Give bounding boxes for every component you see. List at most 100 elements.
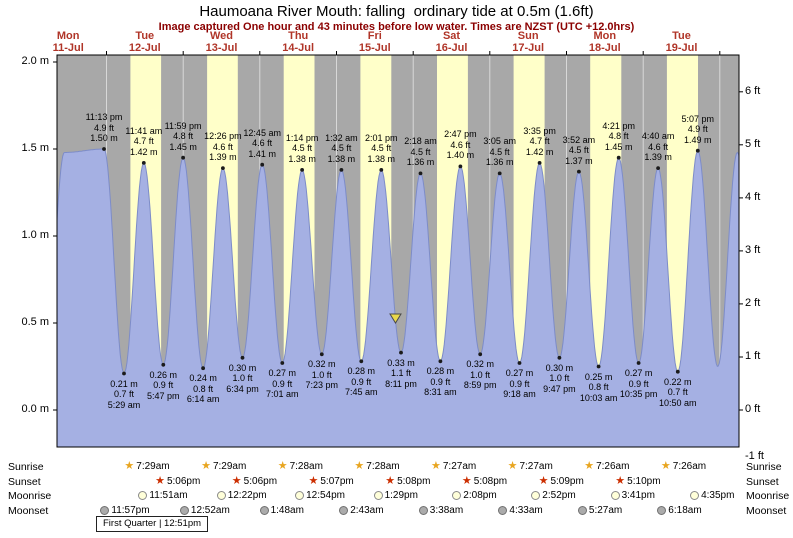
sunrise-star-icon: ★ bbox=[277, 460, 288, 472]
moonset-circle-icon bbox=[418, 506, 428, 515]
moonrise-circle-icon bbox=[373, 491, 383, 500]
tide-extreme-dot bbox=[458, 164, 463, 169]
y-axis-label-ft: -1 ft bbox=[745, 450, 764, 462]
sunset-star-icon: ★ bbox=[231, 475, 242, 487]
tide-label-line-2: 1.40 m bbox=[446, 150, 475, 161]
tide-label-line-1: 0.9 ft bbox=[351, 376, 372, 387]
day-header: Wed 13-Jul bbox=[192, 30, 252, 54]
tide-label-line-0: 5:07 pm bbox=[681, 113, 715, 124]
tide-label-line-2: 1.42 m bbox=[525, 146, 554, 157]
tide-label-line-1: 4.5 ft bbox=[489, 146, 510, 157]
moonrise-event: 1:29pm bbox=[373, 490, 418, 501]
sunrise-event: ★ 7:29am bbox=[201, 461, 247, 473]
tide-label-line-2: 7:45 am bbox=[345, 387, 378, 398]
event-time: 2:08pm bbox=[463, 490, 497, 501]
tide-label-line-2: 6:34 pm bbox=[226, 383, 259, 394]
moonset-event: 11:57pm bbox=[100, 505, 150, 516]
y-axis-label-m: 1.0 m bbox=[21, 229, 49, 241]
tide-label-line-0: 2:18 am bbox=[404, 136, 437, 147]
event-time: 5:10pm bbox=[627, 476, 661, 487]
tide-extreme-dot bbox=[181, 155, 186, 160]
high-tide-label: 11:59 pm 4.8 ft 1.45 m bbox=[151, 121, 215, 153]
moonrise-event: 3:41pm bbox=[610, 490, 655, 501]
moonset-event: 2:43am bbox=[339, 505, 384, 516]
tide-extreme-dot bbox=[102, 147, 106, 151]
day-name: Tue bbox=[135, 30, 155, 42]
sunset-star-icon: ★ bbox=[308, 475, 319, 487]
sunset-event: ★ 5:08pm bbox=[461, 475, 507, 488]
event-time: 5:06pm bbox=[166, 476, 201, 487]
low-tide-label: 0.24 m 0.8 ft 6:14 am bbox=[171, 373, 235, 405]
tide-label-line-1: 0.8 ft bbox=[193, 383, 214, 394]
sunset-star-icon: ★ bbox=[615, 475, 626, 487]
moonrise-circle-icon bbox=[690, 491, 700, 500]
tide-extreme-dot bbox=[636, 361, 641, 365]
day-header: Tue 12-Jul bbox=[115, 30, 175, 54]
tide-extreme-dot bbox=[517, 361, 522, 365]
tide-label-line-0: 0.25 m bbox=[584, 371, 613, 382]
day-header: Fri 15-Jul bbox=[345, 30, 405, 54]
event-time: 11:57pm bbox=[111, 505, 150, 516]
tide-label-line-1: 0.9 ft bbox=[628, 378, 649, 389]
event-time: 2:43am bbox=[350, 505, 384, 516]
day-date: 12-Jul bbox=[128, 42, 161, 54]
tide-extreme-dot bbox=[359, 359, 364, 364]
tide-label-line-2: 1.37 m bbox=[565, 155, 593, 166]
moonset-event: 1:48am bbox=[259, 505, 304, 516]
tide-label-line-2: 1.41 m bbox=[248, 148, 276, 159]
moonset-event: 6:18am bbox=[657, 505, 702, 516]
tide-extreme-dot bbox=[497, 171, 502, 176]
moonrise-event: 11:51am bbox=[138, 490, 188, 501]
tide-label-line-0: 0.27 m bbox=[624, 368, 653, 378]
sunset-star-icon: ★ bbox=[155, 475, 165, 487]
day-name: Mon bbox=[593, 30, 617, 42]
tide-label-line-2: 1.42 m bbox=[130, 146, 158, 157]
sunrise-event: ★ 7:26am bbox=[584, 460, 629, 473]
event-time: 3:38am bbox=[429, 505, 464, 516]
row-label-right-sunrise: Sunrise bbox=[746, 461, 782, 473]
low-tide-label: 0.21 m 0.7 ft 5:29 am bbox=[92, 379, 156, 411]
moonset-event: 5:27am bbox=[577, 505, 622, 516]
day-header: Mon 11-Jul bbox=[38, 30, 98, 54]
sunrise-star-icon: ★ bbox=[507, 460, 518, 472]
moonset-circle-icon bbox=[339, 506, 349, 515]
moonset-circle-icon bbox=[657, 506, 667, 515]
event-time: 5:08pm bbox=[397, 476, 431, 487]
tide-label-line-1: 0.9 ft bbox=[153, 380, 174, 391]
sunrise-star-icon: ★ bbox=[584, 460, 595, 472]
tide-label-line-2: 9:47 pm bbox=[543, 383, 576, 394]
sunset-star-icon: ★ bbox=[385, 475, 396, 487]
event-time: 12:54pm bbox=[306, 490, 346, 501]
tide-label-line-2: 5:47 pm bbox=[147, 390, 180, 401]
day-header: Thu 14-Jul bbox=[268, 30, 328, 54]
high-tide-label: 11:13 pm 4.9 ft 1.50 m bbox=[72, 112, 136, 144]
current-tide-marker-icon bbox=[389, 313, 402, 324]
tide-label-line-0: 1:14 pm bbox=[285, 132, 319, 143]
sunset-star-icon: ★ bbox=[461, 475, 472, 487]
tide-label-line-2: 1.49 m bbox=[684, 134, 712, 145]
day-date: 17-Jul bbox=[512, 42, 545, 54]
y-axis-label-ft: 5 ft bbox=[745, 138, 761, 150]
tide-label-line-1: 4.8 ft bbox=[608, 131, 629, 142]
tide-label-line-0: 0.24 m bbox=[189, 373, 217, 384]
sunrise-event: ★ 7:28am bbox=[277, 460, 323, 473]
low-tide-label: 0.27 m 0.9 ft 7:01 am bbox=[250, 368, 314, 400]
tide-label-line-1: 1.1 ft bbox=[390, 368, 411, 379]
moonrise-event: 4:35pm bbox=[690, 490, 734, 501]
day-date: 15-Jul bbox=[358, 42, 391, 54]
high-tide-label: 2:01 pm 4.5 ft 1.38 m bbox=[349, 133, 413, 165]
tide-label-line-2: 6:14 am bbox=[186, 394, 220, 405]
event-time: 2:52pm bbox=[542, 490, 576, 501]
sunrise-event: ★ 7:26am bbox=[661, 461, 706, 473]
tide-extreme-dot bbox=[557, 355, 562, 360]
day-name: Fri bbox=[367, 30, 382, 42]
low-tide-label: 0.28 m 0.9 ft 7:45 am bbox=[329, 366, 393, 398]
high-tide-label: 4:40 am 4.6 ft 1.39 m bbox=[626, 131, 690, 163]
event-time: 7:28am bbox=[289, 461, 323, 472]
sunset-event: ★ 5:08pm bbox=[385, 475, 431, 488]
y-axis-label-m: 1.5 m bbox=[21, 142, 49, 154]
low-tide-label: 0.32 m 1.0 ft 8:59 pm bbox=[448, 359, 512, 391]
event-time: 7:29am bbox=[212, 461, 247, 472]
low-tide-label: 0.30 m 1.0 ft 6:34 pm bbox=[211, 363, 275, 395]
